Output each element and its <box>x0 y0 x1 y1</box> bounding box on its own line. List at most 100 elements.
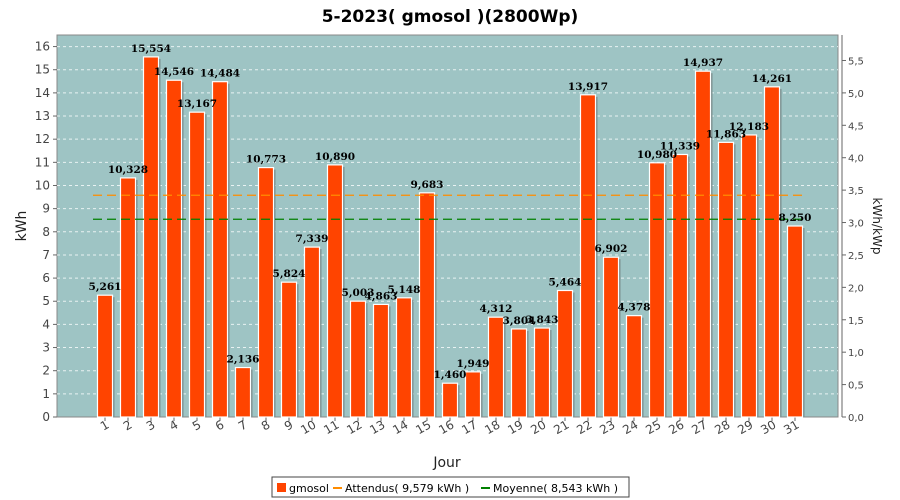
bar <box>602 256 620 418</box>
y-axis-label: kWh <box>14 211 30 242</box>
chart-title: 5-2023( gmosol )(2800Wp) <box>322 7 579 27</box>
bar <box>303 246 321 418</box>
data-label: 10,328 <box>108 164 148 176</box>
x-tick-label: 9 <box>282 417 296 433</box>
bar <box>648 162 666 418</box>
bar <box>579 94 597 418</box>
data-label: 14,937 <box>683 57 723 69</box>
y2-tick-label: 2,5 <box>848 251 864 262</box>
bar <box>96 294 114 418</box>
bar <box>740 134 758 418</box>
data-label: 5,261 <box>89 281 122 293</box>
x-tick-label: 20 <box>528 417 548 437</box>
y-tick-label: 7 <box>42 248 50 262</box>
x-tick-label: 15 <box>413 417 433 437</box>
data-label: 14,261 <box>752 73 792 85</box>
x-tick-label: 19 <box>505 417 525 437</box>
bar <box>694 70 712 418</box>
x-tick-label: 10 <box>298 417 318 437</box>
legend-item-moyenne: Moyenne( 8,543 kWh ) <box>493 482 618 495</box>
y-tick-label: 15 <box>35 63 50 77</box>
y-tick-label: 0 <box>42 410 50 424</box>
data-label: 13,917 <box>568 81 608 93</box>
reference-lines <box>93 194 807 220</box>
x-tick-label: 1 <box>98 417 112 433</box>
x-tick-label: 25 <box>643 417 663 437</box>
x-tick-label: 24 <box>620 417 640 437</box>
data-label: 5,003 <box>342 287 375 299</box>
data-label: 10,773 <box>246 154 286 166</box>
y2-tick-label: 1,0 <box>848 348 864 359</box>
x-tick-label: 14 <box>390 417 410 437</box>
data-label: 2,136 <box>227 354 260 366</box>
data-label: 5,464 <box>549 277 582 289</box>
y2-tick-label: 4,0 <box>848 154 864 165</box>
bar <box>487 316 505 418</box>
bar <box>257 166 275 418</box>
x-tick-label: 23 <box>597 417 617 437</box>
x-tick-label: 2 <box>121 417 135 433</box>
data-label: 10,890 <box>315 151 355 163</box>
y-tick-label: 14 <box>35 86 50 100</box>
bar <box>326 164 344 418</box>
y2-axis-label: kWh/kWp <box>870 198 884 255</box>
y-tick-label: 6 <box>42 271 50 285</box>
x-tick-label: 16 <box>436 417 456 437</box>
data-label: 11,863 <box>706 128 746 140</box>
x-tick-label: 7 <box>236 417 250 433</box>
x-tick-label: 3 <box>144 417 158 433</box>
data-labels: 5,261 10,328 15,554 14,546 13,167 14,484 2,136… <box>89 43 812 381</box>
x-tick-label: 26 <box>666 417 686 437</box>
x-tick-label: 21 <box>551 417 571 437</box>
data-label: 6,902 <box>595 243 628 255</box>
bar <box>372 303 390 418</box>
x-tick-label: 6 <box>213 417 227 433</box>
bar <box>763 86 781 418</box>
y2-tick-label: 3,0 <box>848 219 864 230</box>
bar <box>717 141 735 418</box>
bar <box>119 177 137 418</box>
y-tick-label: 11 <box>35 155 50 169</box>
bar <box>349 300 367 418</box>
bar <box>188 111 206 418</box>
bar <box>280 281 298 418</box>
data-label: 1,460 <box>434 369 467 381</box>
x-tick-label: 31 <box>781 417 801 437</box>
bars <box>96 56 805 418</box>
x-tick-label: 27 <box>689 417 709 437</box>
y2-tick-label: 4,5 <box>848 121 864 132</box>
bar <box>533 327 551 418</box>
data-label: 13,167 <box>177 98 217 110</box>
y2-tick-label: 5,5 <box>848 56 864 67</box>
legend-box <box>271 476 630 498</box>
y2-tick-label: 5,0 <box>848 89 864 100</box>
data-label: 4,312 <box>480 303 513 315</box>
bar <box>786 225 804 418</box>
x-tick-label: 12 <box>344 417 364 437</box>
data-label: 14,484 <box>200 68 240 80</box>
y2-tick-label: 2,0 <box>848 283 864 294</box>
bar <box>441 382 459 418</box>
x-tick-label: 22 <box>574 417 594 437</box>
legend-item-attendus: Attendus( 9,579 kWh ) <box>345 482 469 495</box>
data-label: 15,554 <box>131 43 171 55</box>
data-label: 5,148 <box>388 284 421 296</box>
data-label: 12,183 <box>729 121 769 133</box>
bar <box>556 289 574 418</box>
bar <box>625 315 643 418</box>
y-tick-label: 12 <box>35 132 50 146</box>
bar <box>464 371 482 418</box>
data-label: 10,980 <box>637 149 677 161</box>
x-tick-label: 5 <box>190 417 204 433</box>
data-label: 11,339 <box>660 140 700 152</box>
data-label: 4,378 <box>618 302 651 314</box>
data-label: 14,546 <box>154 66 194 78</box>
data-label: 1,949 <box>457 358 490 370</box>
x-tick-label: 29 <box>735 417 755 437</box>
bar <box>142 56 160 418</box>
y-tick-label: 3 <box>42 341 50 355</box>
bar <box>510 328 528 418</box>
y-tick-label: 9 <box>42 202 50 216</box>
y2-tick-label: 0,0 <box>848 413 864 424</box>
